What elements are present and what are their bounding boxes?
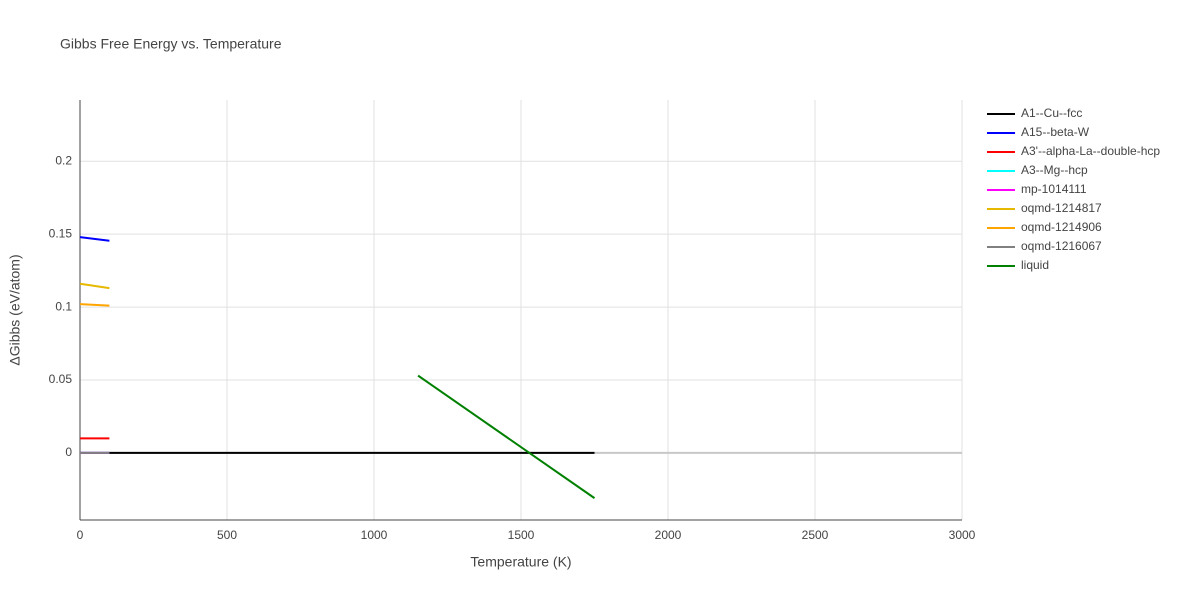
x-tick-label: 2500 [802,528,829,542]
y-tick-label: 0.05 [49,372,73,386]
legend-label: A3--Mg--hcp [1021,163,1088,177]
legend-label: mp-1014111 [1021,182,1087,196]
y-tick-label: 0.2 [55,153,72,167]
series-line [79,282,110,290]
x-tick-label: 1000 [361,528,388,542]
series-line [417,374,596,499]
chart-title: Gibbs Free Energy vs. Temperature [60,36,282,52]
x-tick-label: 0 [77,528,84,542]
series-line [79,236,110,242]
x-tick-label: 1500 [508,528,535,542]
legend-label: oqmd-1214906 [1021,220,1102,234]
legend-label: A15--beta-W [1021,125,1090,139]
x-tick-label: 500 [217,528,237,542]
legend-label: oqmd-1216067 [1021,239,1102,253]
x-axis-title: Temperature (K) [470,554,571,570]
legend-label: oqmd-1214817 [1021,201,1102,215]
y-tick-label: 0.1 [55,299,72,313]
y-axis-title: ΔGibbs (eV/atom) [7,254,23,365]
legend-label: liquid [1021,258,1049,272]
y-tick-label: 0 [65,445,72,459]
y-tick-label: 0.15 [49,226,73,240]
series-line [79,303,110,307]
x-tick-label: 2000 [655,528,682,542]
legend-label: A1--Cu--fcc [1021,106,1082,120]
x-tick-label: 3000 [949,528,976,542]
legend-label: A3'--alpha-La--double-hcp [1021,144,1160,158]
